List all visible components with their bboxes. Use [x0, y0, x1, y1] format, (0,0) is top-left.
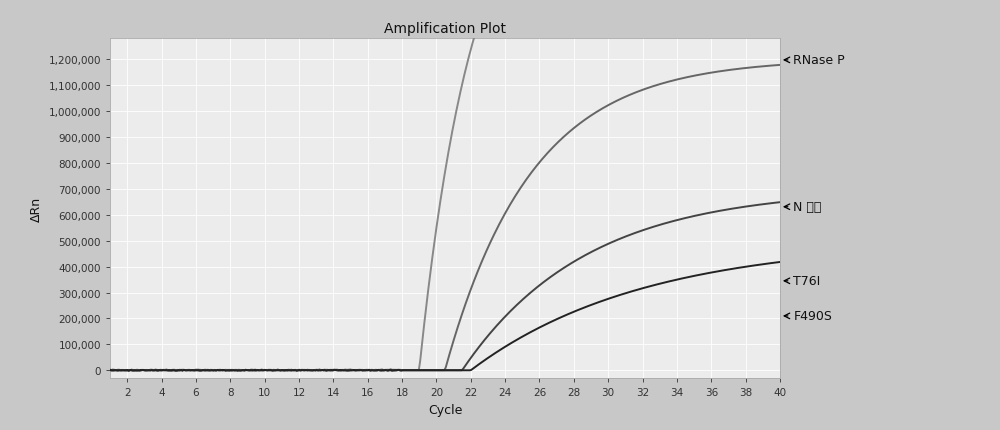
Y-axis label: ΔRn: ΔRn [30, 196, 43, 221]
Text: F490S: F490S [784, 310, 832, 322]
Text: N 基因: N 基因 [784, 201, 822, 214]
Text: RNase P: RNase P [784, 54, 845, 67]
X-axis label: Cycle: Cycle [428, 403, 462, 416]
Title: Amplification Plot: Amplification Plot [384, 22, 506, 36]
Text: T76I: T76I [784, 275, 821, 288]
